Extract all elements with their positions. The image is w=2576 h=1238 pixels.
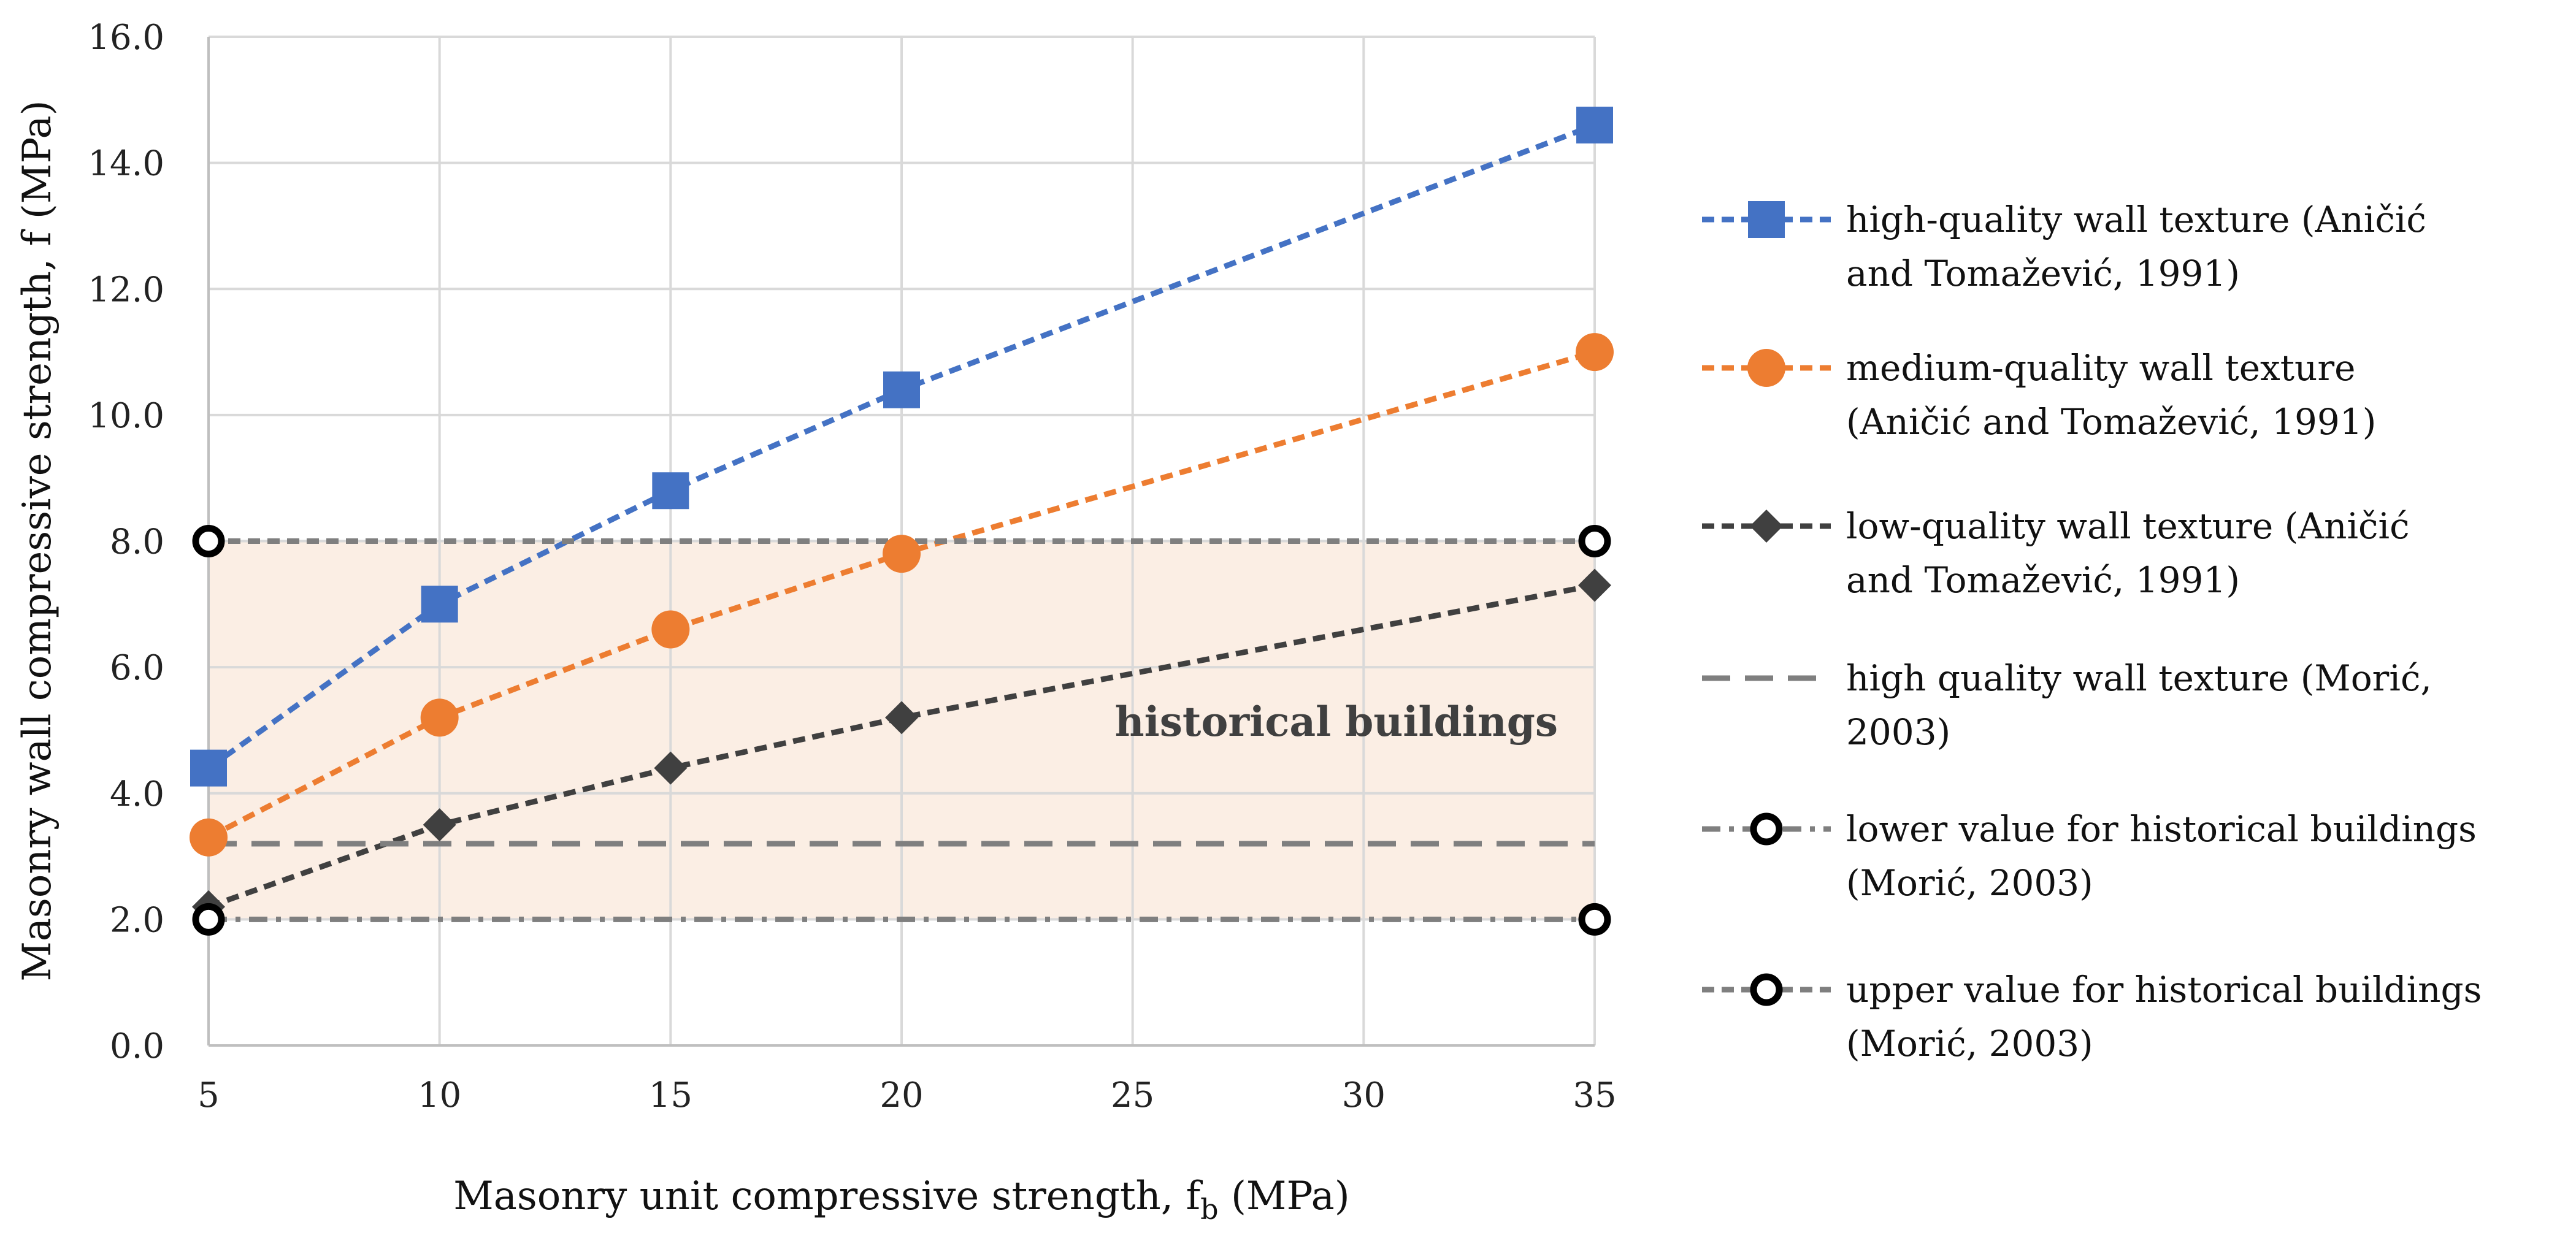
series-3-markers: [192, 568, 1611, 923]
y-tick-label: 8.0: [110, 522, 164, 562]
series-2-line: [207, 349, 1596, 840]
legend-item-3: low-quality wall texture (Aničić and Toma…: [1702, 505, 2410, 601]
series-1-point: [190, 749, 227, 787]
x-tick-label: 10: [418, 1076, 461, 1115]
legend-swatch-marker: [1750, 812, 1783, 846]
legend-label-line: and Tomažević, 1991): [1846, 559, 2240, 601]
series-2-point: [883, 535, 921, 573]
series-6-markers: [192, 525, 1611, 557]
series-3-point: [885, 701, 918, 735]
legend-label-line: and Tomažević, 1991): [1846, 253, 2240, 294]
series-6-point: [192, 525, 225, 557]
legend-label-line: (Morić, 2003): [1846, 862, 2093, 904]
y-tick-label: 12.0: [88, 270, 164, 310]
series-2-point: [1576, 333, 1614, 372]
legend: high-quality wall texture (Aničić and Tom…: [1702, 199, 2482, 1064]
series-5-point: [192, 903, 225, 936]
x-tick-label: 5: [197, 1076, 220, 1115]
y-tick-label: 4.0: [110, 774, 164, 814]
series-2-point: [651, 610, 690, 649]
legend-label-line: high quality wall texture (Morić,: [1846, 657, 2432, 699]
legend-label-line: (Aničić and Tomažević, 1991): [1846, 401, 2376, 443]
series-1-point: [883, 371, 920, 408]
legend-swatch-marker: [1747, 349, 1785, 387]
legend-item-2: medium-quality wall texture (Aničić and T…: [1702, 347, 2376, 443]
y-tick-label: 0.0: [110, 1026, 164, 1066]
legend-swatch-marker: [1750, 973, 1783, 1006]
legend-label-line: medium-quality wall texture: [1846, 347, 2355, 389]
series-1-point: [1576, 106, 1613, 143]
series-1-point: [421, 586, 458, 623]
legend-swatch-marker: [1750, 510, 1783, 543]
legend-item-5: lower value for historical buildings (Mor…: [1702, 808, 2477, 904]
legend-label-line: lower value for historical buildings: [1846, 808, 2477, 850]
legend-label-line: high-quality wall texture (Aničić: [1846, 199, 2426, 240]
y-tick-label: 10.0: [88, 396, 164, 436]
series-3-point: [1578, 568, 1611, 602]
y-tick-label: 16.0: [88, 18, 164, 58]
x-axis-title: Masonry unit compressive strength, fb (M…: [453, 1174, 1350, 1226]
series-3-point: [423, 808, 456, 842]
legend-swatch-marker: [1748, 201, 1785, 238]
series-2-markers: [190, 333, 1614, 857]
series-1-markers: [190, 106, 1613, 787]
legend-item-1: high-quality wall texture (Aničić and Tom…: [1702, 199, 2426, 294]
x-axis-title-main: Masonry unit compressive strength, f: [453, 1174, 1203, 1219]
y-axis-title: Masonry wall compressive strength, f (MP…: [15, 100, 60, 981]
annotation-historical-buildings: historical buildings: [1115, 698, 1558, 746]
legend-item-4: high quality wall texture (Morić, 2003): [1702, 657, 2432, 753]
series-2-point: [420, 698, 459, 737]
legend-label-line: (Morić, 2003): [1846, 1023, 2093, 1064]
legend-label-line: low-quality wall texture (Aničić: [1846, 505, 2410, 547]
series-2: [207, 349, 1596, 840]
series-2-point: [190, 818, 228, 857]
y-tick-label: 14.0: [88, 144, 164, 184]
legend-label-line: upper value for historical buildings: [1846, 969, 2482, 1011]
x-tick-label: 30: [1342, 1076, 1386, 1115]
legend-label-line: 2003): [1846, 711, 1950, 753]
x-tick-label: 15: [649, 1076, 692, 1115]
series-1-point: [652, 472, 689, 510]
y-tick-label: 6.0: [110, 648, 164, 688]
x-axis-title-subscript: b: [1200, 1193, 1218, 1226]
series-3-point: [654, 751, 688, 785]
x-tick-label: 35: [1573, 1076, 1616, 1115]
y-tick-label: 2.0: [110, 900, 164, 940]
x-axis-title-unit: (MPa): [1219, 1174, 1350, 1219]
series-5-point: [1578, 903, 1611, 936]
x-tick-label: 25: [1111, 1076, 1154, 1115]
series-6-point: [1578, 525, 1611, 557]
series-5-markers: [192, 903, 1611, 936]
legend-item-6: upper value for historical buildings (Mor…: [1702, 969, 2482, 1064]
x-tick-label: 20: [880, 1076, 923, 1115]
